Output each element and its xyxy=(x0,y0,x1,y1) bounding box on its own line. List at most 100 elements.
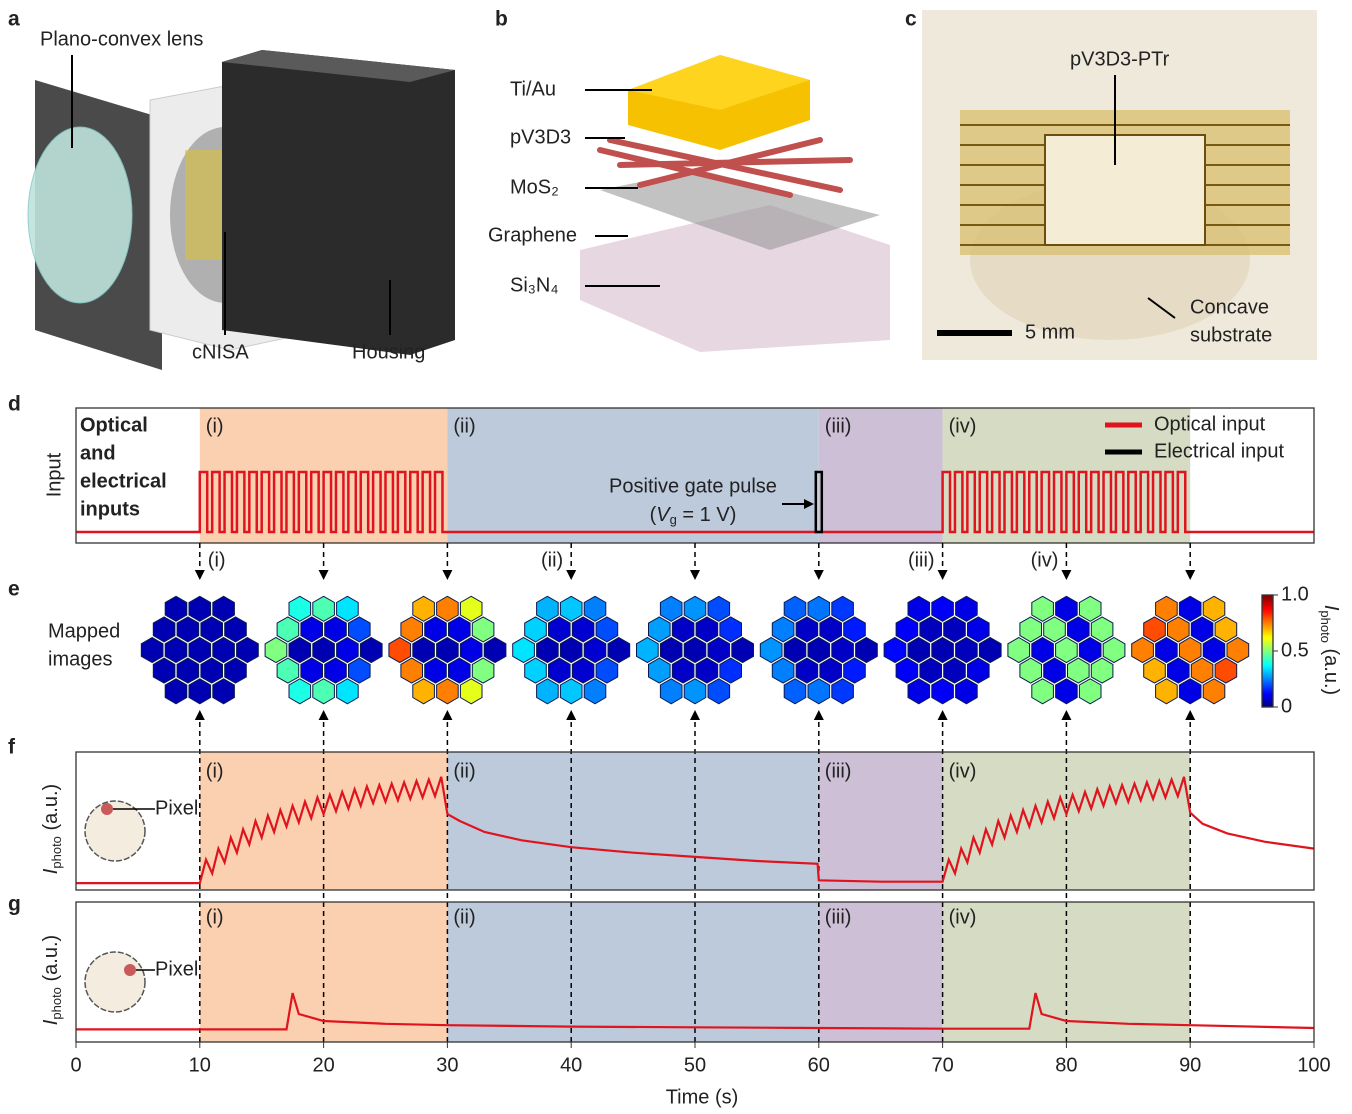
pixel-cell xyxy=(201,658,223,683)
pixel-cell xyxy=(596,658,618,683)
pixel-cell xyxy=(1032,596,1054,621)
pixel-cell xyxy=(1156,679,1178,704)
pixel-cell xyxy=(425,617,447,642)
pixel-cell xyxy=(844,658,866,683)
pixel-cell xyxy=(1191,617,1213,642)
pixel-cell xyxy=(460,679,482,704)
pixel-cell xyxy=(932,679,954,704)
label: Plano-convex lens xyxy=(40,28,203,50)
region-label: (i) xyxy=(206,415,224,437)
pixel-cell xyxy=(932,596,954,621)
label-unit: (a.u.) xyxy=(40,935,62,987)
pixel-cell xyxy=(413,596,435,621)
pixel-cell xyxy=(968,617,990,642)
pixel-cell xyxy=(1044,658,1066,683)
pixel-cell xyxy=(1156,638,1178,663)
pixel-cell xyxy=(572,617,594,642)
region-label: (iii) xyxy=(825,415,852,437)
pixel-cell xyxy=(784,679,806,704)
pixel-cell xyxy=(808,638,830,663)
pixel-cell xyxy=(1079,679,1101,704)
pixel-cell xyxy=(1179,596,1201,621)
pixel-cell xyxy=(237,638,259,663)
pixel-cell xyxy=(189,638,211,663)
pixel-cell xyxy=(608,638,630,663)
pixel-cell xyxy=(572,658,594,683)
pixel-cell xyxy=(696,658,718,683)
pixel-cell xyxy=(1215,658,1237,683)
label: 5 mm xyxy=(1025,321,1075,343)
arrow-label: (ii) xyxy=(541,549,563,571)
pixel-cell xyxy=(437,596,459,621)
pixel-cell xyxy=(968,658,990,683)
pixel-cell xyxy=(820,658,842,683)
pixel-cell xyxy=(560,679,582,704)
pixel-cell xyxy=(637,638,659,663)
pixel-cell xyxy=(796,617,818,642)
pixel-cell xyxy=(289,679,311,704)
pixel-cell xyxy=(560,596,582,621)
arrow-label: (i) xyxy=(208,549,226,571)
row-label: Mapped xyxy=(48,620,120,642)
pixel-cell xyxy=(832,596,854,621)
pixel-cell xyxy=(153,617,175,642)
x-tick-label: 90 xyxy=(1179,1054,1201,1076)
arrowhead xyxy=(938,710,948,720)
pixel-cell xyxy=(265,638,287,663)
pixel-cell xyxy=(513,638,535,663)
pixel-cell xyxy=(979,638,1001,663)
pixel-cell xyxy=(760,638,782,663)
pixel-cell xyxy=(425,658,447,683)
pixel-dot xyxy=(101,803,113,815)
pixel-cell xyxy=(289,596,311,621)
pixel-cell xyxy=(1144,658,1166,683)
region-label: (i) xyxy=(206,906,224,928)
label-subscript: photo xyxy=(49,836,64,869)
lens xyxy=(28,127,132,303)
arrowhead xyxy=(195,570,205,580)
pixel-cell xyxy=(337,638,359,663)
pixel-cell xyxy=(808,596,830,621)
pixel-cell xyxy=(720,617,742,642)
arrowhead xyxy=(690,710,700,720)
label: pV3D3-PTr xyxy=(1070,48,1170,70)
pixel-cell xyxy=(472,658,494,683)
arrowhead xyxy=(442,570,452,580)
pixel-cell xyxy=(908,638,930,663)
pixel-cell xyxy=(449,617,471,642)
pixel-cell xyxy=(956,679,978,704)
pixel-cell xyxy=(460,596,482,621)
arrowhead xyxy=(319,710,329,720)
panel-letter: g xyxy=(8,893,21,916)
pixel-cell xyxy=(153,658,175,683)
pixel-cell xyxy=(225,658,247,683)
label: Si₃N₄ xyxy=(510,274,559,296)
region-label: (ii) xyxy=(453,415,475,437)
pixel-cell xyxy=(525,617,547,642)
label: cNISA xyxy=(192,341,249,363)
pixel-cell xyxy=(337,596,359,621)
pixel-cell xyxy=(1068,658,1090,683)
x-tick-label: 80 xyxy=(1055,1054,1077,1076)
pixel-cell xyxy=(1179,638,1201,663)
x-tick-label: 100 xyxy=(1297,1054,1330,1076)
pixel-cell xyxy=(537,679,559,704)
pixel-cell xyxy=(1079,596,1101,621)
label: Ti/Au xyxy=(510,78,556,100)
pixel-cell xyxy=(213,679,235,704)
pixel-cell xyxy=(484,638,506,663)
pixel-cell xyxy=(549,658,571,683)
pixel-cell xyxy=(189,596,211,621)
pixel-cell xyxy=(1168,658,1190,683)
pixel-cell xyxy=(932,638,954,663)
arrowhead xyxy=(566,570,576,580)
pixel-cell xyxy=(389,638,411,663)
pixel-cell xyxy=(1056,596,1078,621)
pixel-cell xyxy=(784,638,806,663)
pixel-cell xyxy=(708,596,730,621)
pixel-cell xyxy=(1032,638,1054,663)
pixel-cell xyxy=(1103,638,1125,663)
arrowhead xyxy=(566,710,576,720)
pixel-cell xyxy=(472,617,494,642)
pixel-cell xyxy=(1168,617,1190,642)
